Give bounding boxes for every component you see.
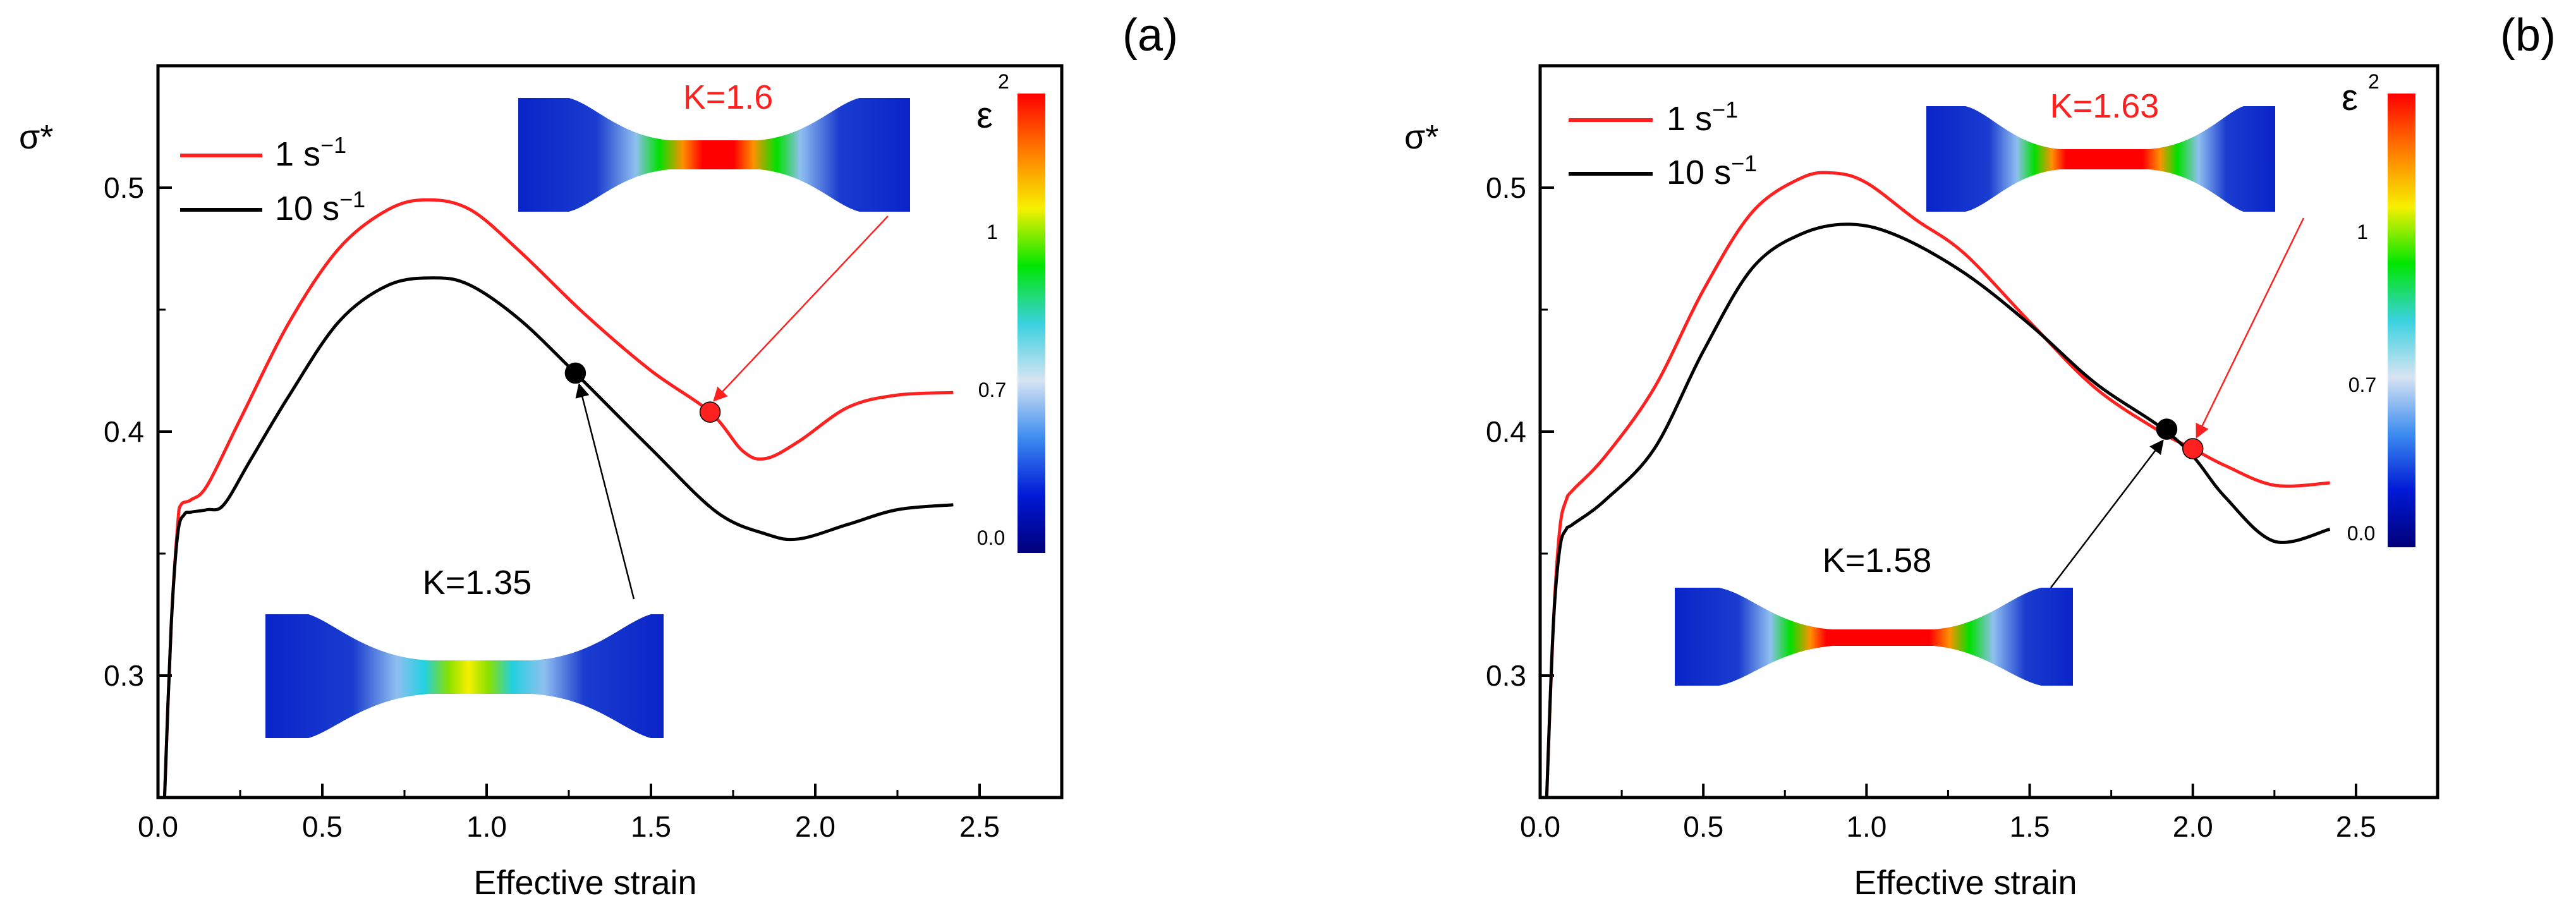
y-tick-label: 0.3	[1486, 659, 1526, 692]
y-tick-label: 0.5	[1486, 171, 1526, 204]
specimen-inset-k1-63: K=1.63	[1926, 87, 2275, 212]
series-line-10s	[1545, 222, 2331, 798]
panel-b: (b) σ* Effective strain 0.0 0.5 1.0 1.5 2.0 2…	[1404, 10, 2556, 902]
specimen-inset-k1-35: K=1.35	[265, 564, 664, 738]
legend-label-10s: 10 s−1	[275, 186, 365, 228]
y-axis-label: σ*	[1404, 118, 1438, 156]
specimen-inset-k1-58: K=1.58	[1675, 542, 2073, 686]
legend-label-1s: 1 s−1	[275, 132, 346, 173]
y-axis-label: σ*	[19, 118, 53, 156]
x-tick-label: 2.0	[795, 810, 835, 843]
x-tick-label: 0.5	[1683, 810, 1723, 843]
colorbar-tick: 0.7	[978, 379, 1006, 401]
y-tick-label: 0.4	[1486, 415, 1526, 448]
colorbar: ε 2 1 0.7 0.0	[2342, 70, 2415, 547]
colorbar-gradient	[2388, 94, 2415, 547]
y-tick-label: 0.3	[104, 659, 144, 692]
annotation-k1-6: K=1.6	[683, 78, 774, 116]
annotation-point	[2156, 418, 2178, 440]
colorbar-gradient	[1018, 94, 1045, 553]
x-tick-label: 2.5	[959, 810, 1000, 843]
specimen-shape	[1675, 588, 2073, 686]
x-tick-label: 2.0	[2173, 810, 2213, 843]
annotation-point	[699, 401, 721, 423]
specimen-shape	[518, 98, 910, 212]
annotation-k1-58: K=1.58	[1823, 542, 1932, 579]
colorbar-tick: 2	[2368, 70, 2379, 93]
panel-label: (a)	[1122, 10, 1178, 61]
callout-arrow	[575, 383, 635, 600]
panel-label: (b)	[2500, 10, 2556, 61]
series-line-1s	[162, 198, 954, 798]
annotation-k1-63: K=1.63	[2050, 87, 2160, 125]
colorbar-tick: 0.7	[2348, 373, 2376, 396]
specimen-inset-k1-6: K=1.6	[518, 78, 910, 212]
colorbar-tick: 1	[987, 221, 998, 243]
legend: 1 s−1 10 s−1	[1569, 97, 1757, 191]
legend-label-10s: 10 s−1	[1667, 150, 1757, 191]
x-tick-label: 1.5	[631, 810, 671, 843]
colorbar-tick: 1	[2357, 221, 2368, 243]
callout-arrow	[2196, 217, 2305, 439]
colorbar-tick: 2	[998, 70, 1009, 93]
colorbar-tick: 0.0	[2347, 522, 2375, 545]
legend: 1 s−1 10 s−1	[180, 132, 365, 228]
panel-a: (a) σ* Effective strain 0.0 0.5 1.0 1.5 2.0 2…	[19, 10, 1178, 902]
x-tick-label: 0.0	[138, 810, 178, 843]
colorbar-symbol: ε	[2342, 77, 2358, 118]
specimen-shape	[265, 614, 664, 738]
x-axis-label: Effective strain	[1854, 864, 2077, 902]
colorbar: ε 2 1 0.7 0.0	[976, 70, 1045, 553]
x-tick-label: 1.5	[2010, 810, 2050, 843]
series-line-10s	[162, 276, 954, 798]
x-tick-label: 0.0	[1520, 810, 1560, 843]
colorbar-symbol: ε	[976, 95, 993, 136]
annotation-k1-35: K=1.35	[423, 564, 532, 602]
series-line-1s	[1545, 171, 2330, 798]
legend-label-1s: 1 s−1	[1667, 97, 1738, 138]
callout-arrow	[2050, 439, 2164, 588]
x-tick-label: 2.5	[2336, 810, 2376, 843]
annotation-point	[2182, 438, 2204, 459]
colorbar-tick: 0.0	[977, 526, 1005, 549]
specimen-shape	[1926, 106, 2275, 212]
annotation-point	[564, 362, 586, 384]
callout-arrow	[713, 215, 889, 402]
y-tick-label: 0.5	[104, 171, 144, 204]
x-tick-label: 1.0	[466, 810, 507, 843]
x-axis-label: Effective strain	[473, 864, 696, 902]
x-tick-label: 1.0	[1846, 810, 1886, 843]
y-tick-label: 0.4	[104, 415, 144, 448]
x-tick-label: 0.5	[302, 810, 343, 843]
